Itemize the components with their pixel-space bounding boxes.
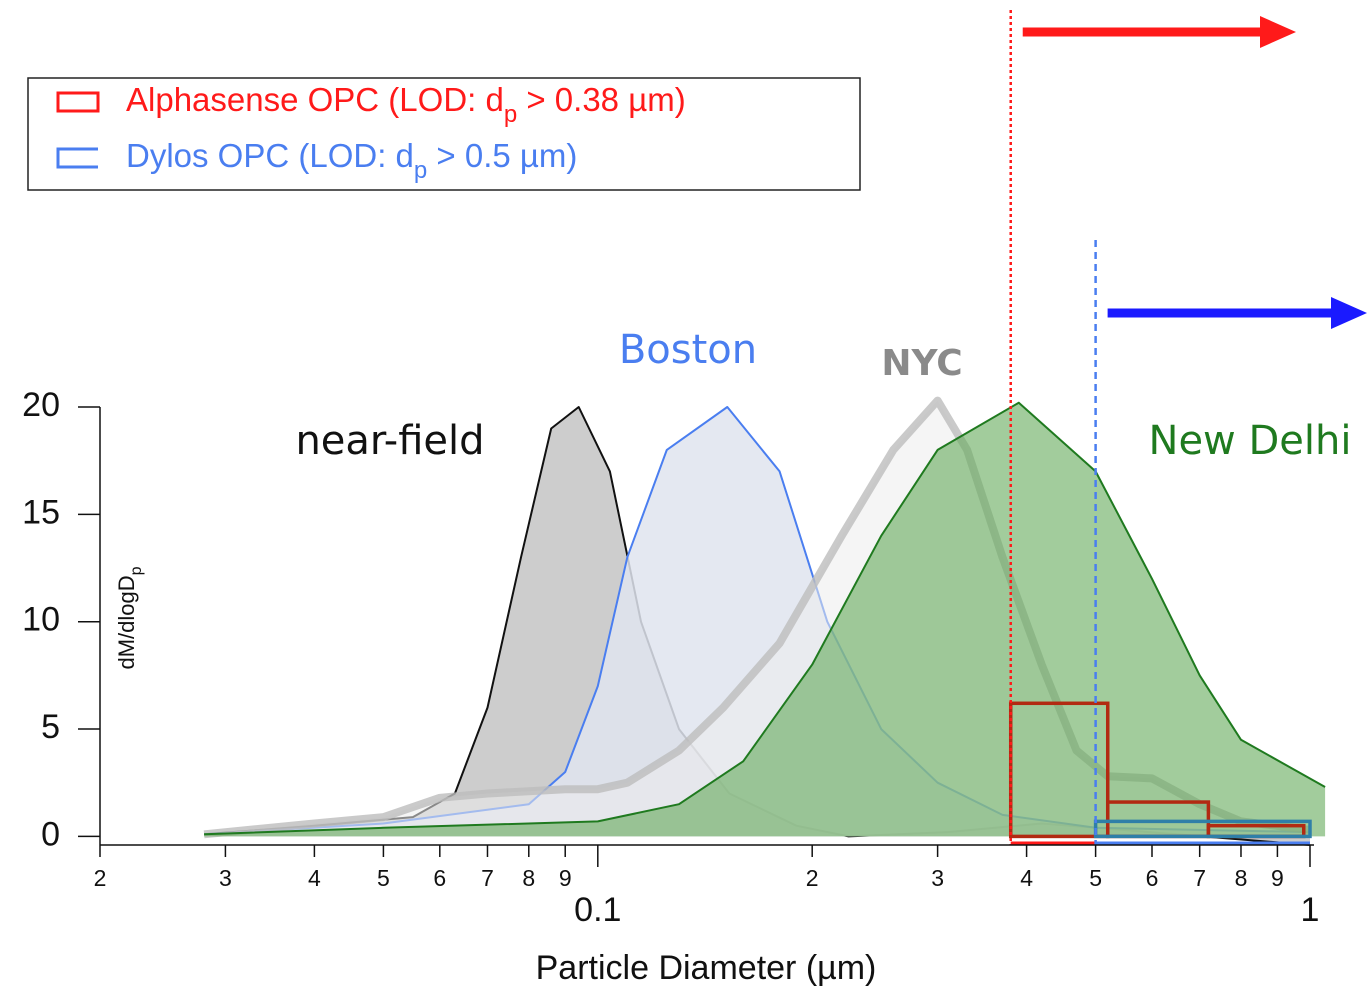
x-tick-label: 3 — [931, 865, 944, 891]
x-tick-label: 9 — [559, 865, 572, 891]
series-label: New Delhi — [1149, 418, 1352, 464]
series-label: Boston — [619, 327, 757, 373]
area-fill — [204, 407, 1311, 845]
legend-label-main: Dylos OPC (LOD: d — [126, 137, 414, 174]
series-line — [204, 401, 1326, 836]
x-tick-label: 8 — [522, 865, 535, 891]
x-tick-label: 3 — [219, 865, 232, 891]
x-tick-label: 4 — [308, 865, 321, 891]
x-tick-label: 6 — [433, 865, 446, 891]
x-tick-label: 5 — [1089, 865, 1102, 891]
x-tick-label: 7 — [1193, 865, 1206, 891]
x-axis-label: Particle Diameter (µm) — [536, 949, 877, 987]
y-label-main: dM/dlogD — [114, 575, 139, 669]
legend-label-rest: > 0.5 µm) — [427, 137, 577, 174]
area-fill — [204, 407, 1311, 837]
y-tick-label: 15 — [22, 493, 60, 531]
series-label: near-field — [295, 418, 484, 464]
y-tick-label: 5 — [41, 708, 60, 746]
x-tick-label: 6 — [1146, 865, 1159, 891]
lod-arrowhead — [1331, 297, 1367, 329]
x-tick-label: 8 — [1235, 865, 1248, 891]
legend-label: Dylos OPC (LOD: dp > 0.5 µm) — [126, 137, 577, 184]
x-tick-label: 0.1 — [574, 891, 621, 929]
x-tick-label: 1 — [1301, 891, 1320, 929]
legend-icon — [56, 91, 100, 113]
y-tick-label: 10 — [22, 601, 60, 639]
x-tick-label: 9 — [1271, 865, 1284, 891]
y-axis-label: dM/dlogDp — [114, 566, 145, 669]
x-tick-label: 7 — [481, 865, 494, 891]
legend-icon — [56, 147, 98, 169]
legend-label: Alphasense OPC (LOD: dp > 0.38 µm) — [126, 81, 686, 128]
x-tick-label: 2 — [94, 865, 107, 891]
lod-arrowhead — [1260, 16, 1296, 48]
legend-label-main: Alphasense OPC (LOD: d — [126, 81, 504, 118]
x-tick-label: 4 — [1020, 865, 1033, 891]
x-tick-label: 5 — [377, 865, 390, 891]
y-tick-label: 0 — [41, 815, 60, 853]
legend-label-sub: p — [414, 157, 427, 184]
series-label: NYC — [881, 343, 962, 384]
y-label-sub: p — [128, 566, 145, 575]
histogram-bar — [1008, 701, 1110, 839]
x-tick-label: 2 — [806, 865, 819, 891]
legend-label-sub: p — [504, 101, 517, 128]
legend-label-rest: > 0.38 µm) — [517, 81, 686, 118]
area-fill — [204, 402, 1326, 837]
y-tick-label: 20 — [22, 386, 60, 424]
legend-box — [27, 77, 861, 191]
